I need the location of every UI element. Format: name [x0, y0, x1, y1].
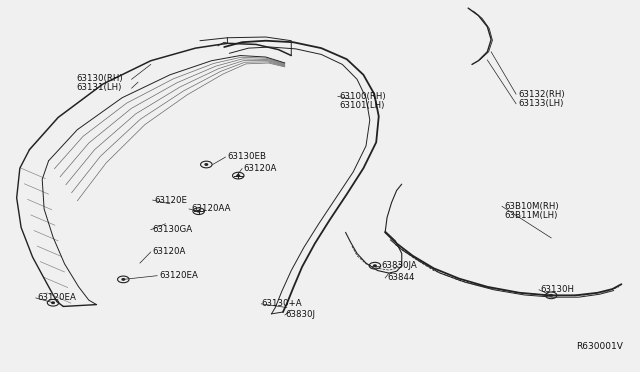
Text: 63101(LH): 63101(LH): [339, 102, 385, 110]
Text: 63B10M(RH): 63B10M(RH): [504, 202, 559, 211]
Text: 63130GA: 63130GA: [153, 225, 193, 234]
Text: 63130(RH): 63130(RH): [76, 74, 123, 83]
Text: 63130EB: 63130EB: [227, 152, 266, 161]
Text: 63131(LH): 63131(LH): [76, 83, 122, 92]
Text: 63132(RH): 63132(RH): [518, 90, 564, 99]
Text: 63120A: 63120A: [243, 164, 276, 173]
Circle shape: [52, 302, 54, 304]
Text: 63120E: 63120E: [154, 196, 187, 205]
Text: 63130H: 63130H: [540, 285, 574, 294]
Text: 63133(LH): 63133(LH): [518, 99, 563, 108]
Circle shape: [550, 295, 552, 296]
Circle shape: [237, 175, 239, 176]
Text: 63120EA: 63120EA: [38, 294, 77, 302]
Text: 63120A: 63120A: [153, 247, 186, 256]
Circle shape: [122, 279, 125, 280]
Text: 63830J: 63830J: [285, 311, 315, 320]
Text: 63830JA: 63830JA: [381, 261, 417, 270]
Text: R630001V: R630001V: [577, 342, 623, 351]
Text: 63120AA: 63120AA: [191, 205, 230, 214]
Circle shape: [197, 211, 200, 212]
Circle shape: [205, 164, 207, 165]
Text: 63844: 63844: [387, 273, 415, 282]
Circle shape: [374, 265, 376, 266]
Text: 63B11M(LH): 63B11M(LH): [504, 211, 557, 220]
Text: 63120EA: 63120EA: [159, 271, 198, 280]
Text: 63130+A: 63130+A: [261, 299, 302, 308]
Text: 63100(RH): 63100(RH): [339, 92, 386, 101]
